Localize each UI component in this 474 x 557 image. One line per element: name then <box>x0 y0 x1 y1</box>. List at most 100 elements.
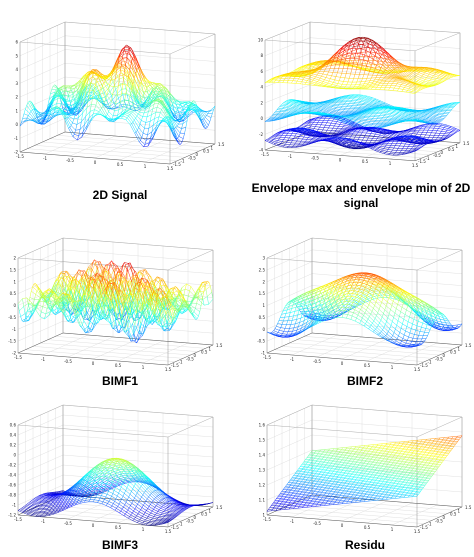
mesh-line <box>83 95 86 105</box>
z-tick-label: 2 <box>260 100 263 105</box>
mesh-line <box>308 71 310 74</box>
mesh-line <box>410 92 416 94</box>
mesh-line <box>64 85 67 89</box>
mesh-line <box>369 79 375 81</box>
mesh-line <box>110 119 113 122</box>
mesh-line <box>204 127 206 129</box>
mesh-line <box>96 80 102 90</box>
mesh-line <box>286 72 291 74</box>
mesh-line <box>89 104 92 112</box>
mesh-line <box>408 88 414 91</box>
mesh-line <box>112 110 115 117</box>
mesh-line <box>435 79 440 82</box>
mesh-line <box>123 112 126 115</box>
mesh-line <box>165 96 168 99</box>
mesh-line <box>129 48 135 57</box>
mesh-line <box>72 93 78 98</box>
mesh-line <box>28 115 33 120</box>
mesh-line <box>186 103 192 111</box>
mesh-line <box>123 100 125 108</box>
mesh-line <box>144 90 146 94</box>
mesh-line <box>299 76 305 78</box>
mesh-line <box>48 100 54 107</box>
mesh-line <box>186 113 189 121</box>
mesh-line <box>151 87 154 91</box>
mesh-line <box>286 74 289 77</box>
mesh-line <box>132 110 134 113</box>
mesh-line <box>120 100 125 103</box>
mesh-line <box>108 76 111 78</box>
mesh-line <box>414 84 419 87</box>
z-tick-label: 4 <box>15 67 18 72</box>
mesh-line <box>391 56 397 62</box>
mesh-line <box>108 107 111 112</box>
mesh-line <box>319 61 324 63</box>
mesh-line <box>301 81 307 83</box>
mesh-line <box>131 105 137 109</box>
mesh-line <box>377 79 380 82</box>
mesh-line <box>336 49 342 54</box>
mesh-line <box>430 77 433 80</box>
mesh-line <box>96 69 101 75</box>
mesh-line <box>207 111 210 114</box>
mesh-line <box>172 115 175 118</box>
mesh-line <box>314 82 317 85</box>
mesh-line <box>153 121 158 126</box>
mesh-line <box>165 116 171 119</box>
mesh-line <box>92 72 94 77</box>
mesh-line <box>67 117 73 123</box>
mesh-line <box>186 104 191 112</box>
mesh-line <box>330 62 333 66</box>
mesh-line <box>422 68 428 71</box>
mesh-line <box>156 121 158 127</box>
mesh-line <box>29 113 35 120</box>
mesh-line <box>177 136 180 139</box>
mesh-line <box>68 111 74 115</box>
mesh-line <box>429 80 435 82</box>
mesh-line <box>130 124 135 134</box>
mesh-line <box>362 74 365 79</box>
mesh-line <box>129 69 135 79</box>
mesh-line <box>365 39 371 42</box>
mesh-line <box>339 53 342 55</box>
mesh-line <box>134 107 137 110</box>
mesh-line <box>428 72 431 75</box>
mesh-line <box>157 119 163 122</box>
mesh-line <box>426 75 428 78</box>
mesh-line <box>148 125 154 129</box>
mesh-line <box>120 112 126 116</box>
mesh-line <box>97 76 103 86</box>
mesh-line <box>111 89 116 97</box>
mesh-line <box>369 41 375 45</box>
mesh-line <box>431 71 437 74</box>
mesh-line <box>362 65 365 69</box>
mesh-line <box>183 133 185 139</box>
mesh-line <box>143 144 146 147</box>
mesh-line <box>105 114 108 117</box>
mesh-line <box>98 75 104 79</box>
mesh-line <box>40 118 45 123</box>
mesh-line <box>351 63 354 70</box>
mesh-line <box>162 107 168 117</box>
mesh-line <box>138 107 141 110</box>
mesh-line <box>154 97 157 100</box>
mesh-line <box>170 96 172 102</box>
mesh-line <box>311 75 316 77</box>
mesh-line <box>96 96 99 101</box>
mesh-line <box>177 142 180 145</box>
mesh-line <box>372 79 375 83</box>
mesh-line <box>122 58 125 62</box>
y-tick-label: 0 <box>441 150 444 155</box>
mesh-line <box>70 86 73 89</box>
mesh-line <box>26 102 29 106</box>
mesh-line <box>89 78 95 84</box>
mesh-line <box>368 68 373 71</box>
mesh-line <box>419 83 425 86</box>
mesh-line <box>402 81 405 84</box>
mesh-line <box>134 99 140 105</box>
mesh-line <box>75 93 78 100</box>
mesh-line <box>145 77 150 85</box>
mesh-line <box>120 82 125 85</box>
mesh-line <box>394 87 399 89</box>
mesh-line <box>74 134 79 137</box>
